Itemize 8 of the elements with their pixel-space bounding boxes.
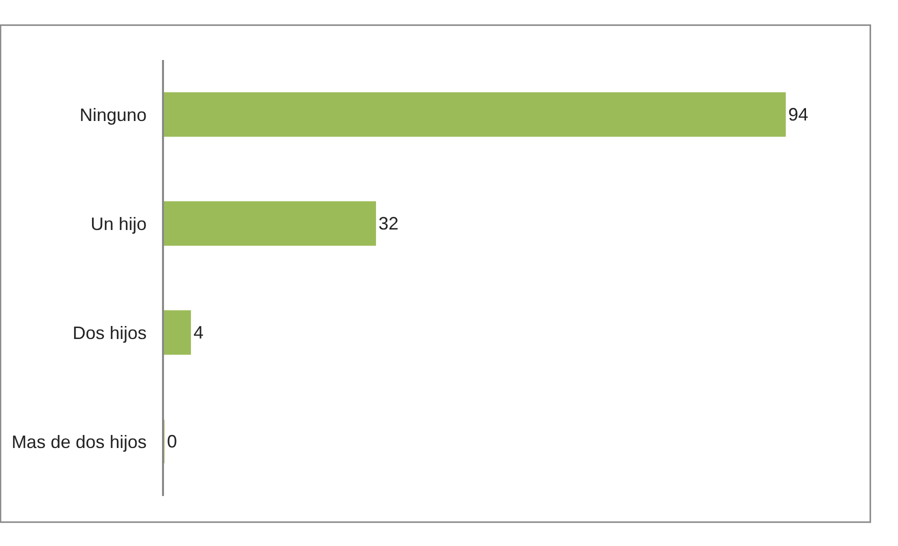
data-label: 4 (193, 322, 204, 342)
y-tick-label: Mas de dos hijos (12, 432, 147, 452)
data-label: 0 (167, 432, 178, 452)
y-tick-label: Ninguno (80, 104, 147, 125)
y-tick-label: Dos hijos (72, 322, 147, 343)
y-tick-label: Un hijo (90, 214, 147, 234)
data-label: 32 (378, 214, 399, 234)
data-label: 94 (788, 104, 808, 124)
